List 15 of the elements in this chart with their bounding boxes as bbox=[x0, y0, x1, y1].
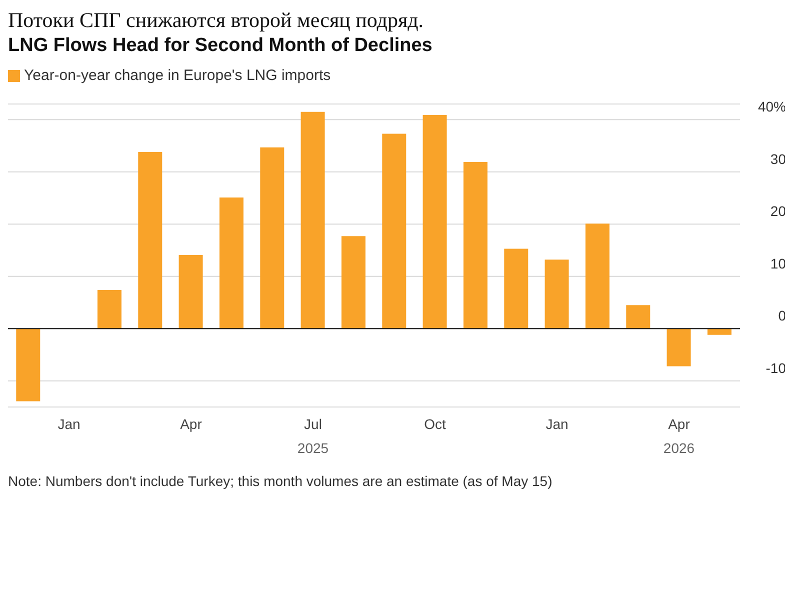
y-tick-label: 30 bbox=[770, 150, 786, 167]
chart-title: Потоки СПГ снижаются второй месяц подряд. bbox=[8, 8, 425, 33]
x-tick-label: Jul 2025 bbox=[297, 416, 329, 456]
legend-label: Year-on-year change in Europe's LNG imports bbox=[24, 67, 331, 84]
x-tick-label: Apr bbox=[180, 416, 202, 432]
y-tick-label: 0 bbox=[778, 308, 786, 324]
x-tick-label: Jan bbox=[546, 416, 568, 432]
x-tick-label: Oct bbox=[424, 416, 446, 432]
text: Note: Numbers don't include Turkey; this month volumes are an estimate (as of May 15) bbox=[8, 473, 554, 489]
y-tick-label: -10 bbox=[766, 360, 786, 376]
x-tick-label: Apr 2026 bbox=[663, 416, 695, 456]
y-tick-label: 20 bbox=[770, 203, 786, 220]
x-tick-label: Jan bbox=[58, 416, 80, 432]
chart-subtitle: LNG Flows Head for Second Month of Declines bbox=[8, 35, 434, 57]
y-tick-label: 10 bbox=[770, 255, 786, 272]
